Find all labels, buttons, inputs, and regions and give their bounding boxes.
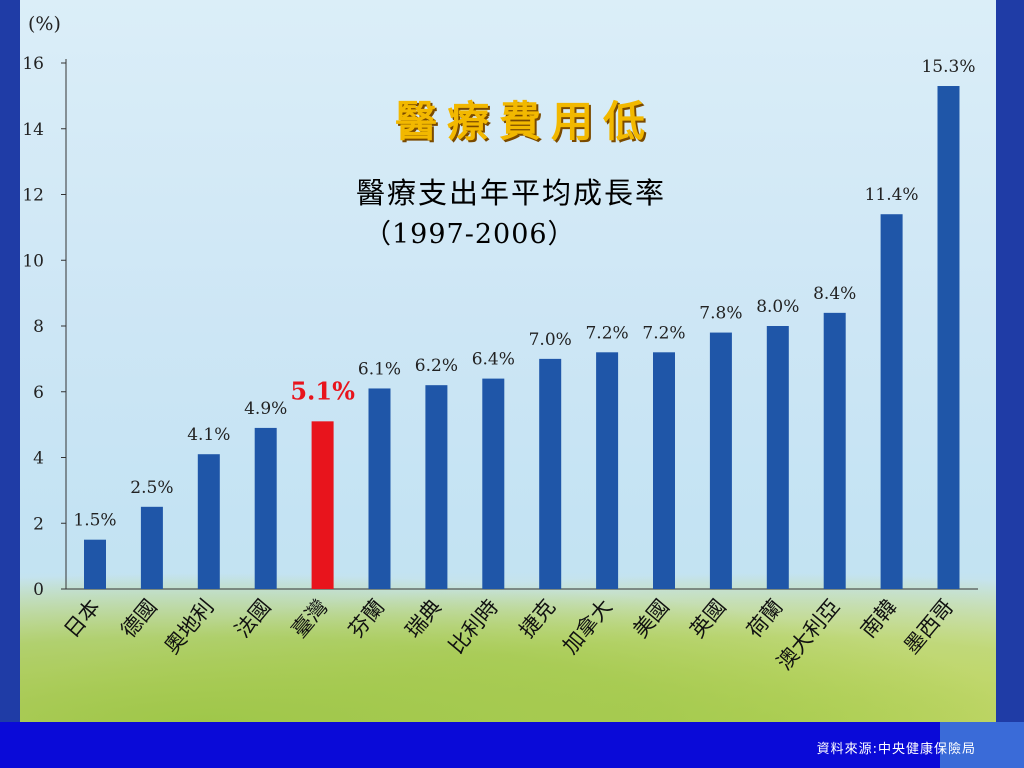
data-label: 15.3% xyxy=(921,57,975,77)
bar xyxy=(84,539,106,589)
bar xyxy=(823,312,846,589)
x-tick-label: 捷克 xyxy=(515,595,560,643)
x-tick-label: 英國 xyxy=(685,595,730,643)
y-tick-label: 14 xyxy=(22,120,44,140)
bar xyxy=(539,358,562,589)
data-label: 7.0% xyxy=(529,330,572,350)
x-tick-label: 德國 xyxy=(116,595,161,643)
x-tick-label: 荷蘭 xyxy=(742,595,787,643)
ground-scenery xyxy=(0,572,1024,722)
data-label: 1.5% xyxy=(73,511,116,531)
data-label: 2.5% xyxy=(130,478,173,498)
data-label: 4.1% xyxy=(187,425,230,445)
slide-background xyxy=(0,0,1024,722)
x-tick-label: 美國 xyxy=(628,595,673,643)
bar xyxy=(709,332,732,589)
bar xyxy=(311,421,334,589)
x-tick-label: 墨西哥 xyxy=(899,595,958,659)
y-tick-label: 8 xyxy=(33,317,44,337)
bar xyxy=(197,454,220,589)
left-border-band xyxy=(0,0,20,722)
footer-accent xyxy=(940,722,1024,768)
chart-title: 醫療費用低 xyxy=(395,97,656,146)
footer-bar xyxy=(0,722,1024,768)
data-label: 6.4% xyxy=(472,350,515,370)
data-label: 5.1% xyxy=(290,376,355,405)
y-axis-label: (%) xyxy=(28,13,61,35)
bar xyxy=(596,352,619,589)
bar xyxy=(425,385,448,589)
bar xyxy=(254,427,277,589)
bar xyxy=(937,86,960,589)
data-label: 8.0% xyxy=(756,297,799,317)
bar xyxy=(653,352,675,589)
y-tick-label: 4 xyxy=(33,449,44,469)
right-border-band xyxy=(996,0,1024,722)
data-label: 7.2% xyxy=(585,323,628,343)
x-tick-label: 奧地利 xyxy=(160,595,219,659)
x-tick-label: 芬蘭 xyxy=(344,595,389,643)
data-label: 8.4% xyxy=(813,284,856,304)
bar xyxy=(482,378,505,589)
chart-subtitle: 醫療支出年平均成長率 xyxy=(356,176,667,210)
y-tick-label: 16 xyxy=(22,54,44,74)
data-label: 7.8% xyxy=(699,304,742,324)
bar xyxy=(880,214,903,589)
x-tick-label: 臺灣 xyxy=(287,595,332,643)
data-label: 11.4% xyxy=(865,185,919,205)
y-tick-label: 2 xyxy=(33,514,44,534)
y-tick-label: 12 xyxy=(22,186,44,206)
data-label: 7.2% xyxy=(642,323,685,343)
bar xyxy=(368,388,391,589)
x-tick-label: 日本 xyxy=(59,595,104,643)
y-tick-label: 10 xyxy=(22,251,44,271)
x-tick-label: 加拿大 xyxy=(558,595,617,659)
x-tick-label: 比利時 xyxy=(444,595,503,659)
bar-chart: (%) 0 2 4 6 8 10 12 14 16 1.5% 日本 2.5% 德國 4.1% 奧地利 4.9% 法… xyxy=(22,13,978,675)
chart-period: （1997-2006） xyxy=(364,219,576,250)
data-label: 6.1% xyxy=(358,359,401,379)
x-tick-label: 南韓 xyxy=(856,595,901,643)
source-note: 資料來源:中央健康保險局 xyxy=(816,742,976,757)
data-label: 4.9% xyxy=(244,399,287,419)
x-tick-label: 法國 xyxy=(230,595,275,643)
x-tick-label: 瑞典 xyxy=(401,595,446,643)
y-tick-label: 6 xyxy=(33,383,44,403)
bar xyxy=(766,326,789,589)
bar xyxy=(140,506,163,589)
data-label: 6.2% xyxy=(415,356,458,376)
y-tick-label: 0 xyxy=(33,580,44,600)
